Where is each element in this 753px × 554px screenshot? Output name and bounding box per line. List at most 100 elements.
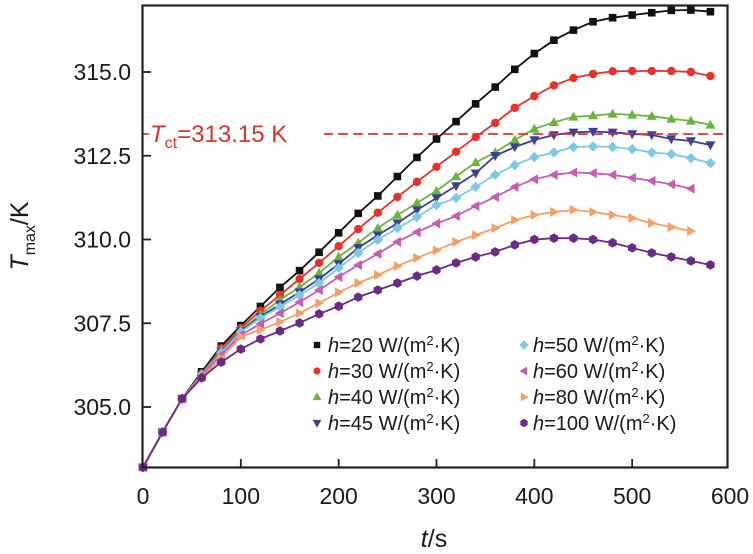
legend-item-h60: h=60 W/(m2·K) xyxy=(519,359,665,383)
data-point-h40 xyxy=(685,115,696,125)
data-point-h40 xyxy=(431,185,442,195)
data-point-h60 xyxy=(431,218,441,229)
legend-marker-h40 xyxy=(312,392,322,401)
data-point-h45 xyxy=(529,136,540,146)
data-point-h100 xyxy=(706,260,715,270)
legend-item-h80: h=80 W/(m2·K) xyxy=(520,385,665,409)
reference-label-value: =313.15 K xyxy=(177,121,287,148)
data-point-h45 xyxy=(568,128,579,138)
data-point-h20 xyxy=(667,6,676,15)
data-point-h20 xyxy=(413,153,421,162)
data-point-h100 xyxy=(588,234,598,245)
legend-marker-h60 xyxy=(519,366,528,376)
data-point-h80 xyxy=(354,278,364,289)
data-point-h30 xyxy=(354,224,363,234)
data-point-h45 xyxy=(607,128,618,138)
data-point-h20 xyxy=(276,283,284,292)
data-point-h100 xyxy=(569,233,578,243)
y-axis: 305.0 307.5 310.0 312.5 315.0 xyxy=(73,59,151,420)
data-point-h100 xyxy=(471,252,480,262)
data-point-h50 xyxy=(607,141,618,153)
data-point-h50 xyxy=(490,169,501,181)
x-tick-label: 600 xyxy=(711,483,749,509)
legend-marker-h100 xyxy=(520,418,528,428)
data-point-h80 xyxy=(491,223,501,234)
x-tick-label: 400 xyxy=(515,483,553,509)
data-point-h40 xyxy=(451,171,462,181)
data-point-h60 xyxy=(568,167,578,178)
data-point-h20 xyxy=(432,135,441,143)
legend-label: h=80 W/(m2·K) xyxy=(533,385,665,409)
data-point-h80 xyxy=(608,210,618,221)
legend-label: h=50 W/(m2·K) xyxy=(533,333,665,357)
data-point-h80 xyxy=(687,226,697,237)
data-point-h50 xyxy=(353,247,364,259)
data-point-h45 xyxy=(705,141,716,151)
x-axis-title-italic: t xyxy=(421,525,429,553)
data-point-h30 xyxy=(647,66,656,76)
data-point-h50 xyxy=(705,157,716,169)
data-point-h100 xyxy=(412,271,422,281)
data-point-h30 xyxy=(334,242,343,251)
data-point-h30 xyxy=(608,67,617,76)
legend-marker-h30 xyxy=(313,367,321,375)
data-point-h30 xyxy=(412,177,422,187)
data-point-h30 xyxy=(432,162,441,172)
data-point-h60 xyxy=(685,183,695,194)
data-point-h50 xyxy=(685,152,697,164)
data-point-h20 xyxy=(608,13,617,22)
data-point-h20 xyxy=(530,49,539,58)
data-point-h80 xyxy=(589,207,599,218)
data-point-h80 xyxy=(374,270,383,281)
data-point-h30 xyxy=(588,69,598,79)
data-point-h20 xyxy=(628,11,636,19)
y-axis-title-unit: /K xyxy=(6,201,34,225)
data-point-h40 xyxy=(588,110,599,120)
data-point-h50 xyxy=(529,151,540,163)
data-point-h100 xyxy=(451,258,461,268)
data-point-h100 xyxy=(393,278,402,288)
data-point-h50 xyxy=(470,181,481,193)
data-point-h20 xyxy=(354,209,363,218)
data-point-h30 xyxy=(530,91,539,101)
legend-marker-h80 xyxy=(520,392,529,402)
legend-label: h=45 W/(m2·K) xyxy=(328,411,460,435)
data-point-h40 xyxy=(548,117,559,126)
data-point-h20 xyxy=(510,65,519,74)
legend-marker-h45 xyxy=(312,419,322,428)
data-point-h100 xyxy=(197,373,206,383)
data-point-h100 xyxy=(647,248,656,258)
data-point-h50 xyxy=(392,222,403,234)
data-point-h20 xyxy=(256,302,265,311)
data-point-h40 xyxy=(314,267,325,277)
reference-label-bg xyxy=(146,113,324,144)
data-point-h60 xyxy=(411,227,421,238)
data-point-h40 xyxy=(411,197,422,207)
data-point-h40 xyxy=(607,108,618,118)
data-point-h30 xyxy=(451,147,461,156)
data-point-h80 xyxy=(471,230,481,241)
data-point-h100 xyxy=(491,247,500,257)
data-point-h80 xyxy=(569,205,579,216)
data-point-h100 xyxy=(549,233,559,243)
legend-item-h45: h=45 W/(m2·K) xyxy=(312,411,460,435)
legend-marker-h50 xyxy=(519,340,529,350)
data-point-h30 xyxy=(373,208,382,217)
data-point-h40 xyxy=(470,157,481,167)
data-point-h30 xyxy=(393,192,402,202)
data-point-h45 xyxy=(666,135,677,145)
data-point-h50 xyxy=(666,148,677,160)
x-tick-label: 500 xyxy=(613,483,651,509)
data-point-h20 xyxy=(452,117,460,126)
data-point-h50 xyxy=(333,262,344,274)
data-point-h80 xyxy=(256,324,266,335)
y-axis-title-sub: max xyxy=(22,225,39,255)
data-point-h50 xyxy=(294,289,305,301)
data-point-h20 xyxy=(589,17,597,26)
data-point-h30 xyxy=(314,258,324,268)
data-point-h100 xyxy=(510,240,519,250)
reference-label: Tct=313.15 K xyxy=(150,121,287,152)
data-point-h45 xyxy=(470,169,481,179)
x-tick-label: 300 xyxy=(417,483,455,509)
data-point-h100 xyxy=(334,301,343,311)
